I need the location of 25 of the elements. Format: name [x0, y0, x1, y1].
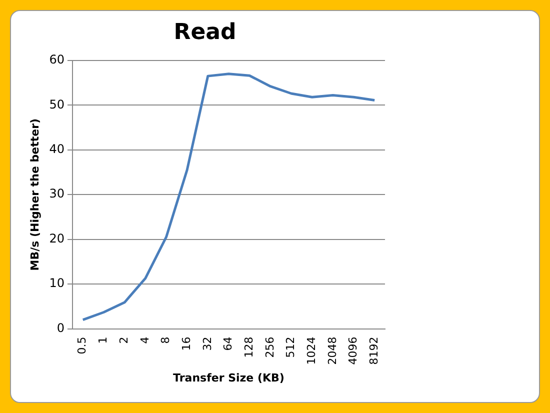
x-tick-label: 32 [200, 336, 214, 351]
x-tick-label: 4096 [346, 336, 360, 365]
x-axis-title: Transfer Size (KB) [173, 371, 284, 384]
chart-title: Read [174, 20, 236, 45]
y-tick-label: 60 [49, 52, 64, 67]
x-tick-label: 64 [222, 336, 235, 351]
x-tick-label: 4 [138, 336, 152, 344]
x-tick-label: 512 [284, 336, 298, 358]
x-tick-label: 16 [180, 336, 193, 351]
y-tick-label: 50 [49, 97, 64, 112]
y-tick-label: 40 [49, 142, 64, 156]
x-tick-label: 256 [263, 336, 276, 358]
x-tick-label: 128 [242, 336, 256, 358]
x-tick-label: 1024 [304, 336, 318, 365]
x-tick-label: 8192 [367, 336, 380, 365]
x-tick-label: 2 [117, 336, 130, 344]
y-tick-label: 20 [49, 231, 64, 246]
y-tick-label: 0 [56, 320, 64, 335]
y-axis-title: MB/s (Higher the better) [28, 118, 42, 271]
x-tick-label: 8 [159, 336, 172, 344]
y-tick-label: 10 [49, 276, 64, 290]
y-tick-label: 30 [49, 186, 64, 201]
x-tick-label: 2048 [326, 336, 339, 365]
x-tick-label: 1 [96, 336, 110, 344]
x-tick-label: 0.5 [76, 336, 89, 354]
